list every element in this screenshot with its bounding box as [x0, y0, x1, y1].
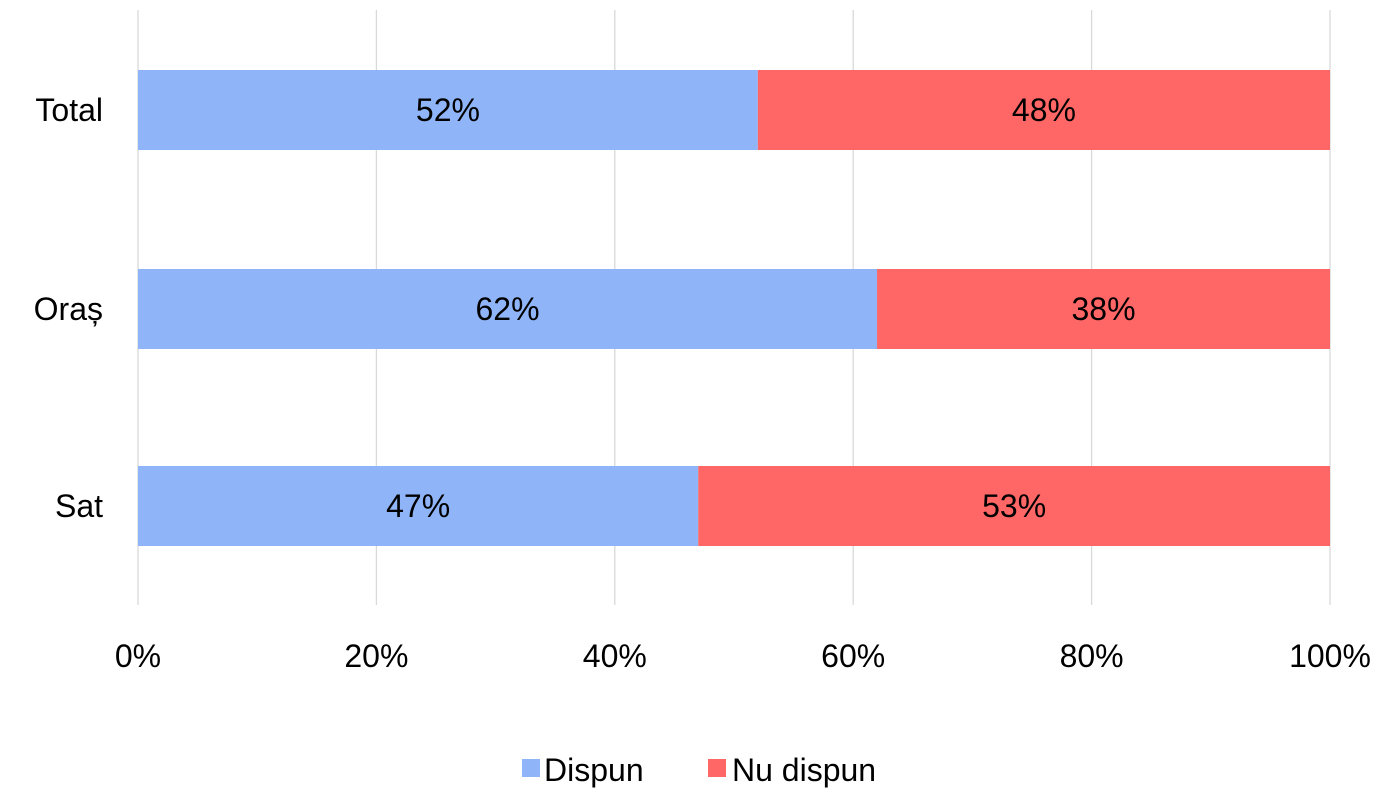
category-labels: Total Oraș Sat: [34, 92, 103, 524]
data-labels: 52% 48% 62% 38% 47% 53%: [386, 92, 1135, 524]
x-axis-tick-labels: 0% 20% 40% 60% 80% 100%: [115, 638, 1371, 674]
bar-nu-dispun: [698, 466, 1330, 546]
x-tick-label: 0%: [115, 638, 161, 674]
x-tick-label: 40%: [583, 638, 647, 674]
bar-dispun: [138, 466, 699, 546]
bar-dispun: [138, 70, 758, 150]
legend-label: Nu dispun: [732, 752, 876, 788]
legend-swatch: [522, 759, 540, 777]
bars: [138, 70, 1330, 546]
data-label: 52%: [416, 92, 480, 128]
category-label: Sat: [55, 488, 103, 524]
x-tick-label: 20%: [344, 638, 408, 674]
bar-nu-dispun: [757, 70, 1330, 150]
category-label: Total: [35, 92, 103, 128]
legend-label: Dispun: [544, 752, 644, 788]
x-tick-label: 80%: [1060, 638, 1124, 674]
bar-nu-dispun: [877, 269, 1330, 349]
x-tick-label: 60%: [821, 638, 885, 674]
data-label: 38%: [1071, 291, 1135, 327]
legend: Dispun Nu dispun: [522, 752, 876, 788]
category-label: Oraș: [34, 291, 103, 327]
data-label: 48%: [1012, 92, 1076, 128]
bar-dispun: [138, 269, 878, 349]
data-label: 62%: [475, 291, 539, 327]
data-label: 53%: [982, 488, 1046, 524]
data-label: 47%: [386, 488, 450, 524]
x-tick-label: 100%: [1289, 638, 1371, 674]
legend-swatch: [708, 759, 726, 777]
